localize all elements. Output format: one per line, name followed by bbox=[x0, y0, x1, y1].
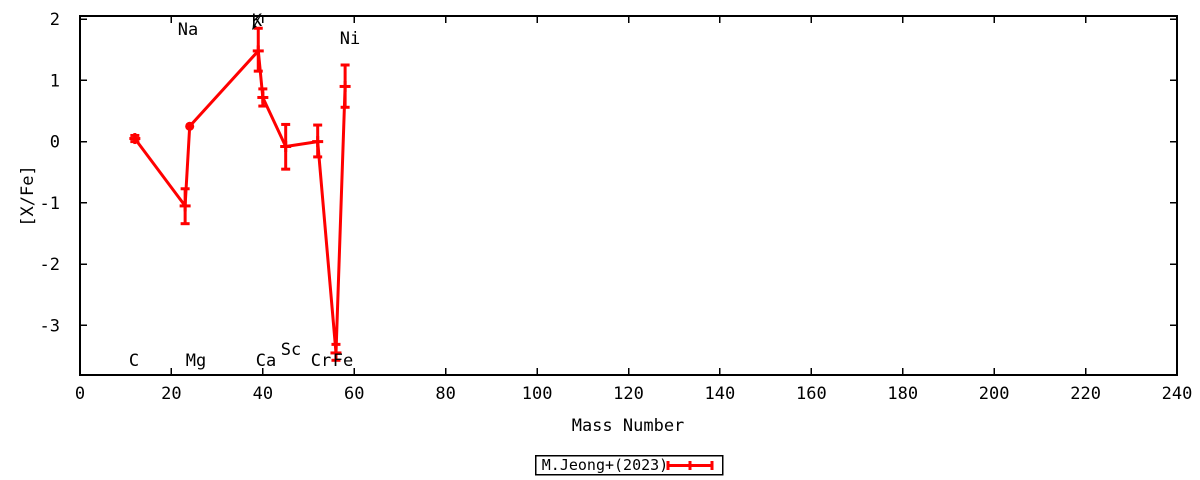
element-label-Cr: Cr bbox=[311, 351, 331, 371]
datapoint-C bbox=[129, 133, 141, 145]
datapoint-K bbox=[252, 26, 264, 73]
y-tick-label: 2 bbox=[50, 10, 60, 30]
element-label-C: C bbox=[129, 351, 139, 371]
x-tick-label: 200 bbox=[979, 384, 1010, 404]
datapoint-Fe bbox=[330, 342, 342, 362]
datapoint-Ni bbox=[339, 63, 351, 109]
element-labels: CNaMgKCaScCrFeNi bbox=[129, 11, 360, 371]
x-tick-label: 220 bbox=[1070, 384, 1101, 404]
element-label-Ni: Ni bbox=[340, 29, 360, 49]
x-tick-label: 180 bbox=[887, 384, 918, 404]
x-tick-label: 160 bbox=[796, 384, 827, 404]
x-tick-label: 20 bbox=[161, 384, 181, 404]
legend: M.Jeong+(2023) bbox=[534, 454, 724, 476]
datapoint-Ca bbox=[257, 87, 269, 108]
x-tick-label: 40 bbox=[253, 384, 273, 404]
element-label-Ca: Ca bbox=[256, 351, 276, 371]
x-tick-label: 60 bbox=[344, 384, 364, 404]
element-label-Fe: Fe bbox=[333, 351, 353, 371]
y-tick-label: -3 bbox=[40, 316, 60, 336]
y-axis-title: [X/Fe] bbox=[18, 165, 38, 226]
x-tick-label: 80 bbox=[435, 384, 455, 404]
datapoint-Na bbox=[179, 187, 191, 226]
plot-border bbox=[79, 15, 1178, 376]
datapoint-Sc bbox=[280, 122, 292, 171]
y-tick-label: -1 bbox=[40, 194, 60, 214]
x-tick-label: 240 bbox=[1162, 384, 1193, 404]
element-label-Mg: Mg bbox=[186, 351, 206, 371]
x-tick-label: 140 bbox=[705, 384, 736, 404]
datapoint-Mg bbox=[185, 121, 195, 131]
x-tick-label: 120 bbox=[613, 384, 644, 404]
element-label-Sc: Sc bbox=[281, 340, 301, 360]
x-tick-label: 100 bbox=[522, 384, 553, 404]
legend-label: M.Jeong+(2023) bbox=[542, 456, 668, 474]
label-pointer-arrowhead bbox=[252, 24, 257, 30]
x-axis-title: Mass Number bbox=[572, 416, 685, 436]
legend-sample-errorbar bbox=[666, 461, 714, 470]
y-tick-label: 1 bbox=[50, 71, 60, 91]
x-tick-label: 0 bbox=[75, 384, 85, 404]
axis-ticks: 0 20 40 60 80 100 120 140 160 180 200 220 240 -3 -2 -1 0… bbox=[40, 10, 1193, 404]
y-tick-label: -2 bbox=[40, 255, 60, 275]
y-tick-label: 0 bbox=[50, 133, 60, 153]
element-label-Na: Na bbox=[178, 20, 198, 40]
marker-circle-Mg bbox=[185, 121, 195, 131]
data-series bbox=[129, 26, 351, 362]
series-line bbox=[133, 49, 347, 355]
datapoint-Cr bbox=[312, 123, 324, 159]
legend-box bbox=[534, 454, 724, 476]
